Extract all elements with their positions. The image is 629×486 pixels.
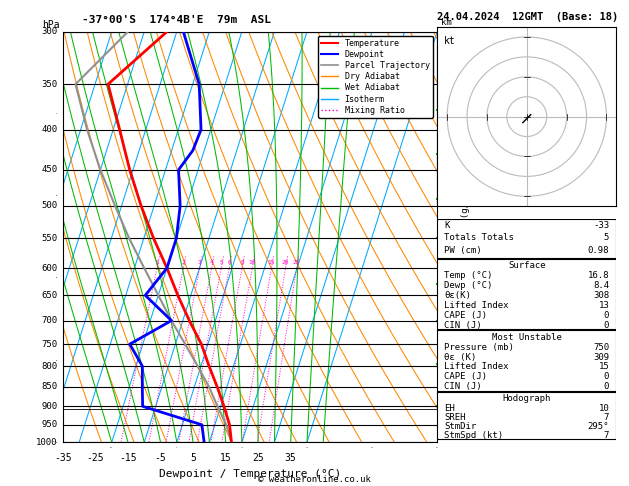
Text: 700: 700	[41, 316, 57, 325]
Text: CAPE (J): CAPE (J)	[444, 311, 487, 320]
Text: -1: -1	[438, 401, 449, 410]
Text: 1000: 1000	[36, 438, 57, 447]
Text: PW (cm): PW (cm)	[444, 245, 482, 255]
Text: 400: 400	[41, 125, 57, 134]
Text: CIN (J): CIN (J)	[444, 382, 482, 391]
Text: CIN (J): CIN (J)	[444, 321, 482, 330]
Text: ASL: ASL	[438, 33, 455, 42]
Text: Dewp (°C): Dewp (°C)	[444, 281, 493, 290]
Text: 1: 1	[155, 260, 159, 265]
Text: kt: kt	[444, 36, 456, 46]
Text: 300: 300	[41, 27, 57, 36]
Text: 3: 3	[198, 260, 201, 265]
Text: 15: 15	[220, 452, 231, 463]
Text: km: km	[441, 18, 452, 28]
Text: Lifted Index: Lifted Index	[444, 301, 509, 310]
Text: θε (K): θε (K)	[444, 353, 477, 362]
Text: 308: 308	[593, 291, 610, 300]
Text: 0: 0	[604, 382, 610, 391]
Text: Temp (°C): Temp (°C)	[444, 271, 493, 280]
Text: Most Unstable: Most Unstable	[492, 333, 562, 342]
Text: 25: 25	[293, 260, 301, 265]
Text: Pressure (mb): Pressure (mb)	[444, 343, 514, 352]
Text: 750: 750	[593, 343, 610, 352]
FancyBboxPatch shape	[437, 259, 616, 330]
Text: 4: 4	[210, 260, 213, 265]
Text: Surface: Surface	[508, 261, 545, 270]
Text: -4: -4	[438, 279, 449, 288]
Text: 15: 15	[599, 363, 610, 371]
Text: 0: 0	[604, 311, 610, 320]
Text: -35: -35	[54, 452, 72, 463]
Text: -3: -3	[438, 316, 449, 325]
Text: 20: 20	[282, 260, 289, 265]
Text: -25: -25	[87, 452, 104, 463]
Text: 6: 6	[227, 260, 231, 265]
Text: -15: -15	[119, 452, 136, 463]
Text: -7: -7	[438, 150, 449, 159]
Text: -6: -6	[438, 194, 449, 204]
Text: 25: 25	[252, 452, 264, 463]
Text: 900: 900	[41, 402, 57, 411]
Text: 950: 950	[41, 420, 57, 429]
Text: 10: 10	[248, 260, 256, 265]
Text: 750: 750	[41, 340, 57, 348]
Text: -37°00'S  174°4B'E  79m  ASL: -37°00'S 174°4B'E 79m ASL	[82, 16, 270, 25]
Text: 8.4: 8.4	[593, 281, 610, 290]
Text: SREH: SREH	[444, 413, 466, 422]
Text: 13: 13	[599, 301, 610, 310]
Text: θε(K): θε(K)	[444, 291, 471, 300]
FancyBboxPatch shape	[437, 330, 616, 391]
Text: hPa: hPa	[42, 19, 60, 30]
Text: StmSpd (kt): StmSpd (kt)	[444, 431, 503, 440]
Text: Mixing Ratio (g/kg): Mixing Ratio (g/kg)	[460, 186, 470, 288]
Text: 5: 5	[220, 260, 223, 265]
Text: 7: 7	[604, 413, 610, 422]
Text: Hodograph: Hodograph	[503, 394, 551, 403]
Text: 5: 5	[190, 452, 196, 463]
Legend: Temperature, Dewpoint, Parcel Trajectory, Dry Adiabat, Wet Adiabat, Isotherm, Mi: Temperature, Dewpoint, Parcel Trajectory…	[318, 36, 433, 118]
Text: Totals Totals: Totals Totals	[444, 233, 514, 242]
Text: 309: 309	[593, 353, 610, 362]
Text: 0.98: 0.98	[587, 245, 610, 255]
Text: Dewpoint / Temperature (°C): Dewpoint / Temperature (°C)	[159, 469, 341, 479]
Text: 8: 8	[240, 260, 244, 265]
Text: -8: -8	[438, 106, 449, 115]
Text: 10: 10	[599, 404, 610, 413]
Text: 35: 35	[285, 452, 297, 463]
Text: 5: 5	[604, 233, 610, 242]
Text: 600: 600	[41, 263, 57, 273]
Text: 7: 7	[604, 431, 610, 440]
FancyBboxPatch shape	[437, 219, 616, 258]
Text: 500: 500	[41, 201, 57, 210]
Text: Lifted Index: Lifted Index	[444, 363, 509, 371]
Text: 16.8: 16.8	[587, 271, 610, 280]
Text: K: K	[444, 221, 450, 230]
Text: 800: 800	[41, 362, 57, 371]
Text: 0: 0	[604, 321, 610, 330]
Text: © weatheronline.co.uk: © weatheronline.co.uk	[258, 474, 371, 484]
Text: -5: -5	[438, 234, 449, 243]
Text: EH: EH	[444, 404, 455, 413]
Text: 2: 2	[182, 260, 185, 265]
Text: 15: 15	[268, 260, 276, 265]
Text: StmDir: StmDir	[444, 422, 477, 431]
Text: 450: 450	[41, 165, 57, 174]
Text: -33: -33	[593, 221, 610, 230]
Text: -5: -5	[155, 452, 167, 463]
Text: 24.04.2024  12GMT  (Base: 18): 24.04.2024 12GMT (Base: 18)	[437, 12, 618, 22]
Text: -LCL: -LCL	[438, 405, 459, 414]
Text: 0: 0	[604, 372, 610, 382]
Text: 850: 850	[41, 382, 57, 391]
Text: CAPE (J): CAPE (J)	[444, 372, 487, 382]
Text: 550: 550	[41, 234, 57, 243]
Text: -2: -2	[438, 360, 449, 368]
Text: 350: 350	[41, 80, 57, 88]
FancyBboxPatch shape	[437, 392, 616, 439]
Text: 650: 650	[41, 291, 57, 300]
Text: 295°: 295°	[587, 422, 610, 431]
